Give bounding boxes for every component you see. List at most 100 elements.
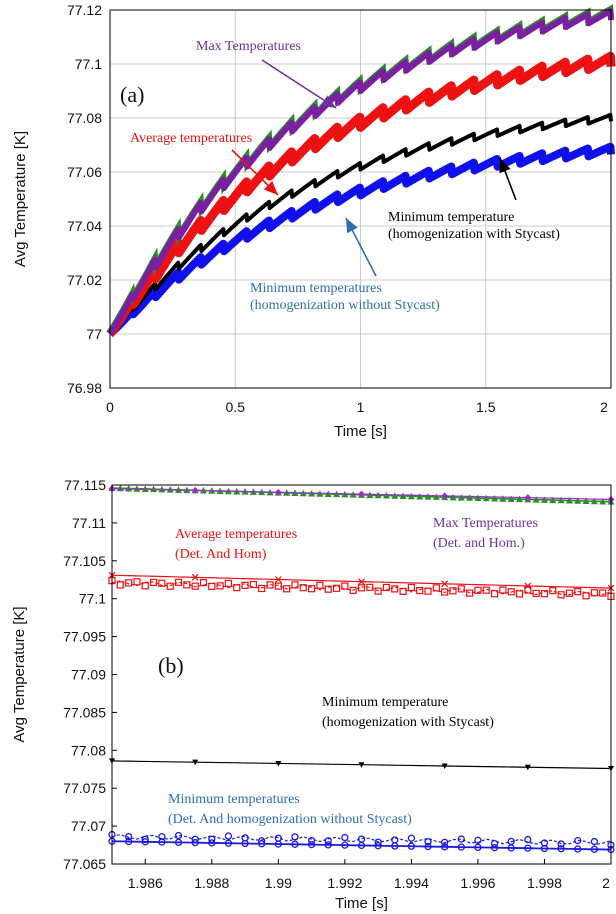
series-line-min_hom	[111, 840, 612, 851]
y-tick-label: 77.1	[75, 56, 102, 72]
marker-avg_det	[158, 579, 166, 587]
annotation-min_with: (homogenization with Stycast)	[322, 715, 494, 730]
annotation-min_with: (homogenization with Stycast)	[388, 227, 560, 242]
marker-min_hom	[174, 838, 183, 847]
marker-max_det	[457, 494, 465, 501]
marker-avg_hom	[274, 576, 282, 583]
marker-max_det	[599, 497, 607, 505]
marker-max_det	[407, 492, 415, 500]
plot-frame	[109, 9, 612, 389]
marker-avg_det	[507, 588, 515, 596]
marker-max_det	[466, 494, 474, 501]
y-tick-label: 77.06	[67, 164, 102, 180]
marker-min_hom	[524, 844, 532, 852]
marker-avg_det	[291, 581, 299, 589]
marker-avg_det	[599, 589, 607, 597]
marker-min_hom	[590, 845, 599, 853]
marker-min_det	[407, 834, 416, 842]
marker-avg_det	[565, 589, 574, 597]
marker-max_hom	[524, 494, 532, 502]
marker-max_det	[474, 494, 482, 502]
annotation-min_with: Minimum temperature	[322, 695, 448, 710]
marker-min_det	[457, 835, 465, 843]
marker-min_hom	[158, 838, 166, 846]
y-tick-label: 77.12	[67, 2, 102, 18]
marker-avg_det	[490, 590, 499, 598]
x-tick-label: 1	[357, 399, 365, 415]
marker-avg_det	[224, 579, 233, 587]
marker-max_hom	[274, 488, 282, 496]
y-tick-label: 77.08	[71, 742, 106, 758]
marker-min_hom	[457, 843, 465, 851]
x-tick-label: 1.996	[460, 875, 495, 891]
marker-min_det	[307, 836, 316, 845]
marker-min_hom	[474, 843, 482, 852]
x-tick-label: 0.5	[226, 399, 246, 415]
marker-avg_det	[532, 589, 540, 597]
marker-avg_det	[549, 586, 557, 595]
marker-avg_det	[349, 586, 357, 594]
marker-max_det	[507, 495, 515, 502]
marker-avg_det	[324, 585, 332, 593]
marker-avg_det	[258, 584, 266, 593]
marker-avg_hom	[441, 580, 449, 588]
y-tick-label: 77.105	[63, 553, 106, 569]
marker-avg_det	[515, 590, 524, 598]
y-tick-label: 77.02	[67, 272, 102, 288]
x-tick-label: 1.998	[527, 875, 562, 891]
marker-min_hom	[241, 839, 249, 848]
marker-min_hom	[224, 839, 233, 847]
marker-min_hom	[208, 839, 216, 847]
marker-max_det	[374, 491, 382, 499]
marker-avg_det	[149, 578, 158, 587]
marker-avg_det	[141, 582, 149, 590]
marker-min_hom	[391, 842, 399, 850]
marker-max_det	[424, 493, 432, 500]
marker-avg_det	[374, 587, 382, 595]
marker-avg_hom	[358, 578, 365, 586]
marker-avg_det	[125, 579, 133, 587]
marker-avg_det	[540, 590, 549, 598]
marker-min_hom	[441, 843, 449, 851]
chart-a: 0 0.5 1 1.5 2 76.98 77 77.02 77.04 77.06 77.08 77.1…	[12, 2, 616, 440]
annotation-arrowhead-min_without	[346, 218, 358, 234]
marker-min_hom	[258, 840, 266, 848]
y-tick-label: 77.085	[63, 704, 106, 720]
marker-avg_hom	[524, 582, 532, 590]
marker-max_det	[116, 484, 124, 492]
marker-avg_det	[391, 585, 399, 593]
marker-avg_det	[274, 582, 282, 590]
series-line-min_with	[108, 112, 613, 336]
marker-avg_det	[283, 585, 291, 593]
marker-avg_det	[466, 589, 474, 597]
marker-max_det	[557, 496, 565, 504]
marker-max_det	[382, 492, 390, 499]
marker-min_det	[391, 836, 399, 844]
marker-max_det	[399, 492, 407, 499]
marker-avg_det	[416, 586, 424, 595]
marker-avg_det	[199, 578, 208, 587]
marker-avg_det	[449, 587, 457, 595]
marker-min_det	[590, 837, 599, 846]
marker-min_with	[524, 764, 531, 771]
annotation-min_without: Minimum temperatures	[250, 281, 382, 296]
y-tick-label: 77.09	[71, 667, 106, 683]
marker-max_det	[499, 495, 507, 502]
marker-avg_det	[399, 587, 407, 595]
marker-avg_det	[341, 582, 349, 590]
marker-avg_det	[474, 586, 482, 594]
marker-avg_det	[233, 584, 241, 592]
marker-min_det	[574, 836, 582, 845]
y-tick-label: 77	[86, 326, 102, 342]
y-tick-label: 77.075	[63, 780, 106, 796]
marker-min_hom	[407, 842, 416, 850]
marker-avg_det	[574, 588, 582, 596]
chart-b: 1.986 1.988 1.99 1.992 1.994 1.996 1.998 2 77.06…	[11, 477, 615, 912]
marker-min_det	[557, 840, 565, 848]
y-tick-label: 76.98	[67, 380, 102, 396]
y-tick-label: 77.08	[67, 110, 102, 126]
marker-avg_det	[166, 582, 174, 590]
x-axis-label: Time [s]	[335, 895, 388, 912]
marker-avg_det	[183, 581, 191, 589]
marker-max_det	[491, 494, 499, 502]
